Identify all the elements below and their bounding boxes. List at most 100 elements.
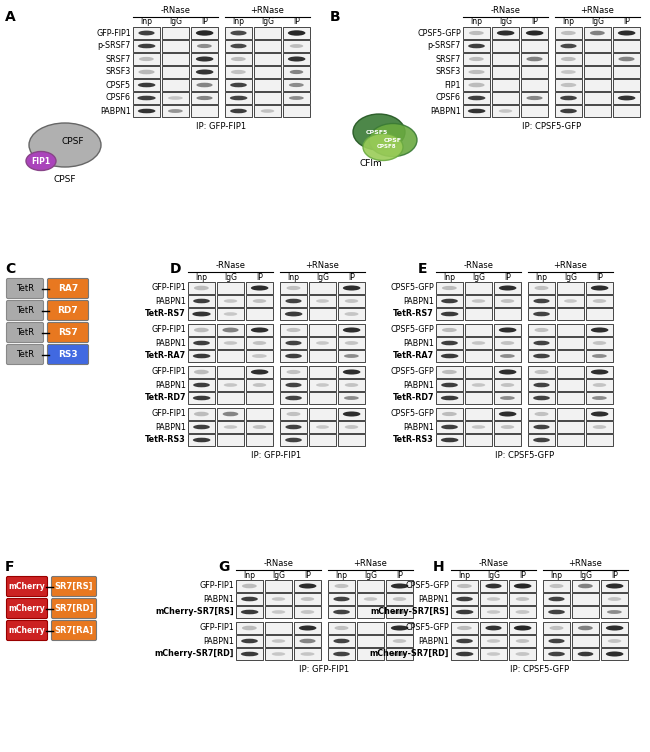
Text: FIP1: FIP1 (445, 80, 461, 89)
Text: IgG: IgG (169, 17, 182, 26)
Text: IP: IP (623, 17, 630, 26)
Text: IgG: IgG (472, 272, 485, 281)
Bar (494, 392, 521, 404)
Text: PABPN1: PABPN1 (418, 636, 449, 645)
Bar (246, 350, 273, 362)
Ellipse shape (499, 369, 516, 374)
Ellipse shape (442, 412, 457, 416)
Bar (521, 27, 548, 39)
Bar (188, 392, 215, 404)
Ellipse shape (369, 123, 417, 156)
Bar (436, 282, 463, 294)
Ellipse shape (301, 597, 314, 601)
Text: CPSF5-GFP: CPSF5-GFP (390, 368, 434, 377)
Bar (586, 308, 613, 320)
Ellipse shape (231, 70, 246, 74)
Bar (521, 53, 548, 65)
Ellipse shape (224, 384, 237, 387)
Bar (451, 606, 478, 618)
Ellipse shape (468, 44, 485, 48)
Bar (586, 379, 613, 391)
Bar (543, 648, 570, 660)
Ellipse shape (514, 626, 532, 630)
Text: -RNase: -RNase (216, 261, 246, 270)
Bar (555, 105, 582, 117)
Bar (357, 648, 384, 660)
Ellipse shape (344, 341, 358, 345)
Bar (236, 593, 263, 605)
Bar (451, 648, 478, 660)
Text: Inp: Inp (458, 571, 471, 580)
Text: CPSF: CPSF (54, 174, 76, 183)
Bar (225, 105, 252, 117)
Bar (463, 92, 490, 104)
Text: PABPN1: PABPN1 (155, 381, 186, 390)
Ellipse shape (285, 425, 302, 429)
Ellipse shape (456, 652, 473, 656)
Bar (465, 337, 492, 349)
Bar (557, 324, 584, 336)
Bar (465, 392, 492, 404)
Ellipse shape (391, 584, 408, 589)
Ellipse shape (591, 327, 608, 332)
Bar (543, 622, 570, 634)
Ellipse shape (285, 311, 302, 317)
Text: RA7: RA7 (58, 284, 78, 293)
Ellipse shape (197, 44, 212, 48)
Text: -RNase: -RNase (263, 559, 294, 568)
Text: IP: IP (504, 272, 511, 281)
Bar (309, 366, 336, 378)
Ellipse shape (500, 396, 515, 400)
Bar (225, 27, 252, 39)
Ellipse shape (456, 610, 473, 614)
Ellipse shape (364, 597, 377, 601)
Ellipse shape (137, 96, 156, 100)
Text: GFP-FIP1: GFP-FIP1 (151, 410, 186, 419)
Bar (480, 622, 507, 634)
Text: TetR: TetR (16, 284, 34, 293)
Ellipse shape (272, 610, 285, 614)
Ellipse shape (290, 70, 304, 74)
Bar (217, 295, 244, 307)
Text: Inp: Inp (233, 17, 244, 26)
Bar (494, 421, 521, 433)
Bar (188, 434, 215, 446)
Ellipse shape (251, 327, 268, 332)
Bar (225, 66, 252, 78)
Ellipse shape (289, 83, 304, 87)
Bar (543, 606, 570, 618)
Text: Inp: Inp (196, 272, 207, 281)
Ellipse shape (299, 584, 317, 589)
Ellipse shape (469, 70, 485, 74)
Ellipse shape (534, 412, 549, 416)
Bar (492, 79, 519, 91)
Bar (283, 40, 310, 52)
Ellipse shape (500, 383, 514, 387)
Text: CPSF: CPSF (62, 138, 84, 147)
Ellipse shape (230, 44, 246, 48)
Bar (557, 392, 584, 404)
Ellipse shape (251, 369, 268, 374)
Bar (338, 421, 365, 433)
Bar (492, 53, 519, 65)
Ellipse shape (578, 584, 593, 588)
FancyBboxPatch shape (47, 301, 88, 320)
Bar (357, 580, 384, 592)
Bar (133, 40, 160, 52)
Ellipse shape (548, 652, 565, 656)
Ellipse shape (242, 626, 257, 630)
Ellipse shape (514, 584, 532, 589)
Bar (328, 622, 355, 634)
Text: RS3: RS3 (58, 350, 78, 359)
Text: FIP1: FIP1 (31, 156, 51, 165)
Ellipse shape (456, 597, 473, 602)
Text: G: G (218, 560, 229, 574)
Bar (528, 308, 555, 320)
Ellipse shape (230, 83, 247, 87)
Bar (338, 337, 365, 349)
Bar (436, 324, 463, 336)
Text: mCherry-SR7[RD]: mCherry-SR7[RD] (369, 650, 449, 659)
Bar (586, 421, 613, 433)
Ellipse shape (457, 626, 472, 630)
Bar (528, 408, 555, 420)
